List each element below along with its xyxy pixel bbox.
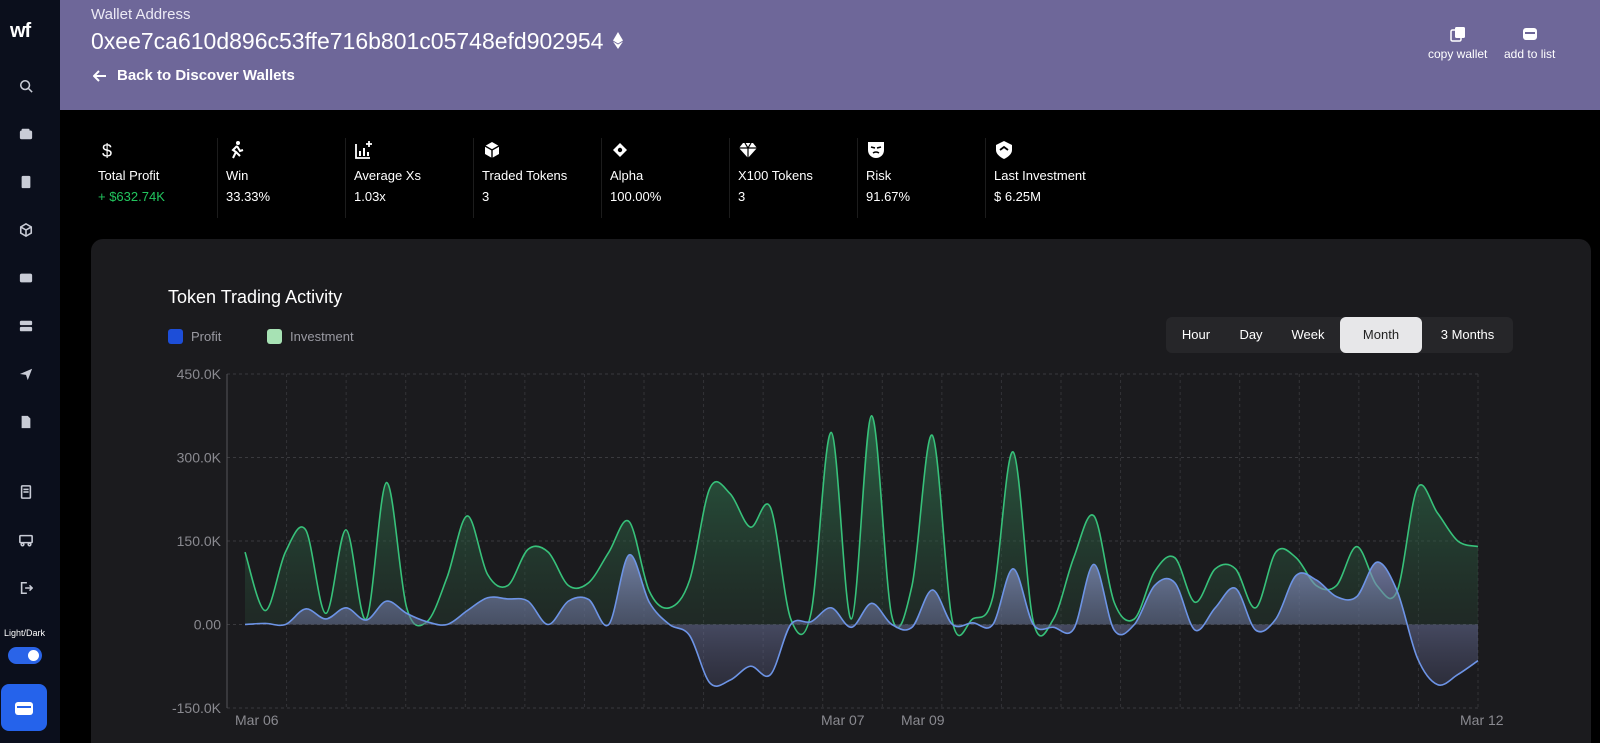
- y-tick-label: 450.0K: [177, 366, 222, 382]
- theme-label: Light/Dark: [4, 628, 46, 638]
- x-tick-label: Mar 06: [235, 712, 279, 728]
- gem-icon: [738, 138, 857, 162]
- cube-icon[interactable]: [18, 222, 34, 238]
- stat-label: X100 Tokens: [738, 168, 813, 183]
- copy-wallet-button[interactable]: copy wallet: [1428, 26, 1487, 61]
- x-tick-label: Mar 09: [901, 712, 945, 728]
- logout-icon[interactable]: [18, 580, 34, 596]
- legend-item-profit[interactable]: Profit: [168, 329, 221, 344]
- stat-alpha: Alpha 100.00%: [602, 138, 730, 218]
- copy-icon: [1449, 27, 1465, 42]
- chart-title: Token Trading Activity: [168, 287, 343, 307]
- copy-wallet-label: copy wallet: [1428, 47, 1488, 61]
- stat-label: Alpha: [610, 168, 644, 183]
- stat-risk: Risk 91.67%: [858, 138, 986, 218]
- stat-label: Average Xs: [354, 168, 421, 183]
- stat-x100-tokens: X100 Tokens 3: [730, 138, 858, 218]
- range-button-month[interactable]: Month: [1340, 317, 1422, 353]
- stat-value: 3: [738, 189, 746, 204]
- stat-label: Risk: [866, 168, 892, 183]
- legend-label: Investment: [290, 329, 354, 344]
- stat-value: 3: [482, 189, 490, 204]
- svg-text:$: $: [102, 141, 112, 160]
- legend-swatch: [267, 329, 282, 344]
- diamond-dot-icon: [610, 138, 729, 162]
- wallet-icon[interactable]: [18, 126, 34, 142]
- stat-label: Win: [226, 168, 249, 183]
- stat-average-xs: Average Xs 1.03x: [346, 138, 474, 218]
- ethereum-icon: [613, 28, 624, 55]
- x-tick-label: Mar 12: [1460, 712, 1504, 728]
- range-button-day[interactable]: Day: [1239, 327, 1263, 342]
- legend-item-investment[interactable]: Investment: [267, 329, 354, 344]
- wallet-label: Wallet Address: [91, 6, 191, 23]
- card-icon[interactable]: [18, 270, 34, 286]
- mask-icon: [866, 138, 985, 162]
- back-to-discover-link[interactable]: Back to Discover Wallets: [93, 67, 295, 84]
- file-icon[interactable]: [18, 414, 34, 430]
- card-icon: [1522, 28, 1537, 40]
- stat-value: 91.67%: [866, 189, 911, 204]
- wallet-button[interactable]: [1, 684, 47, 731]
- trading-activity-chart: 450.0K 300.0K 150.0K 0.00 -150.0K Mar 06 Mar 0…: [172, 366, 1504, 728]
- dollar-icon: $: [98, 138, 217, 162]
- wallet-address: 0xee7ca610d896c53ffe716b801c05748efd9029…: [91, 28, 624, 55]
- legend-swatch: [168, 329, 183, 344]
- range-button-week[interactable]: Week: [1291, 327, 1325, 342]
- wallet-address-text: 0xee7ca610d896c53ffe716b801c05748efd9029…: [91, 28, 604, 54]
- search-icon[interactable]: [18, 78, 34, 94]
- series-line-profit: [244, 554, 1479, 687]
- truck-icon[interactable]: [18, 532, 34, 548]
- stat-win: Win 33.33%: [218, 138, 346, 218]
- device-icon[interactable]: [18, 174, 34, 190]
- range-button-hour[interactable]: Hour: [1181, 327, 1211, 342]
- legend-label: Profit: [191, 329, 222, 344]
- receipt-icon[interactable]: [18, 484, 34, 500]
- wallet-icon: [15, 701, 33, 715]
- range-button-3-months[interactable]: 3 Months: [1440, 327, 1495, 342]
- theme-toggle[interactable]: [8, 647, 42, 664]
- y-tick-label: 300.0K: [177, 450, 222, 466]
- stat-label: Total Profit: [98, 168, 160, 183]
- chart-plus-icon: [354, 138, 473, 162]
- stat-value: + $632.74K: [98, 189, 165, 204]
- add-to-list-button[interactable]: add to list: [1504, 26, 1555, 61]
- sidebar: wf Light/Dark: [0, 0, 60, 743]
- send-icon[interactable]: [18, 366, 34, 382]
- y-tick-label: 150.0K: [177, 533, 222, 549]
- cube-icon: [482, 138, 601, 162]
- stat-value: 1.03x: [354, 189, 386, 204]
- shield-icon: [994, 138, 1114, 162]
- y-tick-label: -150.0K: [172, 700, 222, 716]
- app-logo[interactable]: wf: [10, 20, 31, 42]
- stat-last-investment: Last Investment $ 6.25M: [986, 138, 1114, 218]
- wallet-header: Wallet Address 0xee7ca610d896c53ffe716b8…: [60, 0, 1600, 110]
- series-area-profit: [245, 554, 1478, 687]
- arrow-left-icon: [93, 69, 106, 82]
- series-line-investment: [244, 414, 1479, 637]
- server-icon[interactable]: [18, 318, 34, 334]
- stat-value: $ 6.25M: [994, 189, 1041, 204]
- back-link-label: Back to Discover Wallets: [117, 67, 295, 84]
- stat-traded-tokens: Traded Tokens 3: [474, 138, 602, 218]
- stat-total-profit: $ Total Profit + $632.74K: [90, 138, 218, 218]
- add-to-list-label: add to list: [1504, 47, 1556, 61]
- stat-label: Traded Tokens: [482, 168, 568, 183]
- stat-label: Last Investment: [994, 168, 1086, 183]
- runner-icon: [226, 138, 345, 162]
- x-tick-label: Mar 07: [821, 712, 865, 728]
- y-tick-label: 0.00: [194, 617, 221, 633]
- stat-value: 100.00%: [610, 189, 662, 204]
- time-range-selector: Hour Day Week Month 3 Months: [1166, 317, 1513, 353]
- stat-value: 33.33%: [226, 189, 271, 204]
- chart-panel: Token Trading Activity Profit Investment…: [91, 239, 1591, 743]
